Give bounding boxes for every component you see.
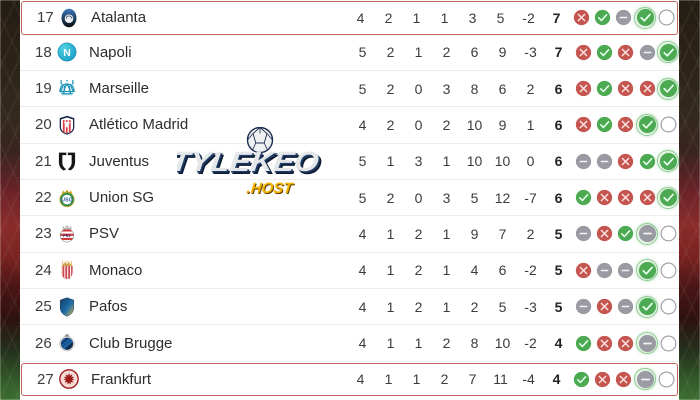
svg-text:USG: USG: [61, 197, 73, 203]
svg-text:N: N: [63, 48, 71, 59]
svg-text:PSV: PSV: [63, 233, 71, 238]
